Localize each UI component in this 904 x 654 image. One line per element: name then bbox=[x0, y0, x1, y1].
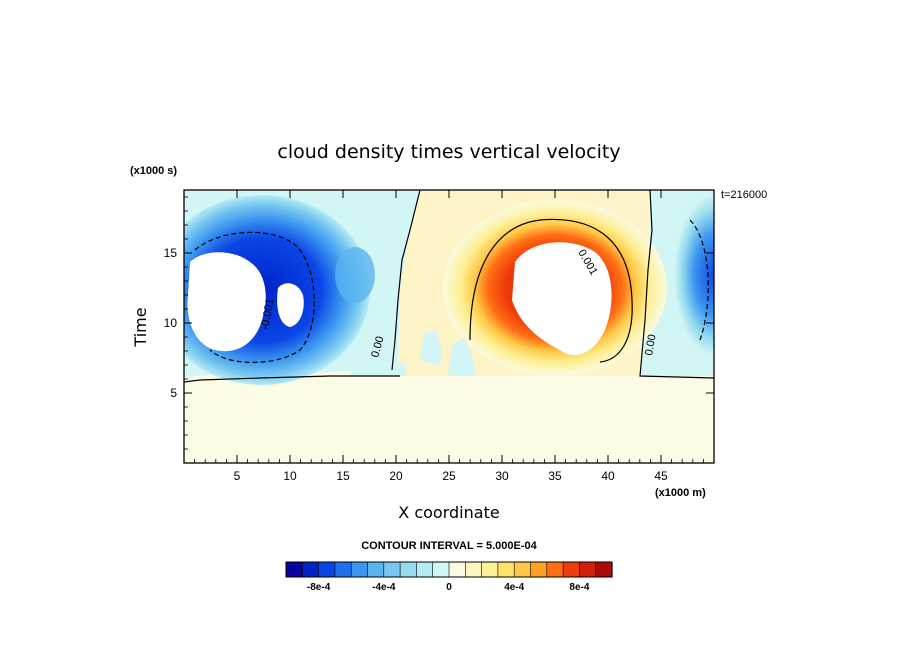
colorbar-swatch bbox=[464, 561, 483, 578]
contour-field bbox=[184, 190, 714, 463]
colorbar-frame bbox=[285, 561, 613, 578]
x-axis: 5 10 15 20 25 30 35 40 45 bbox=[183, 190, 715, 483]
colorbar-tick-label: 8e-4 bbox=[569, 582, 589, 593]
colorbar-swatch bbox=[432, 561, 450, 578]
negative-cell-right bbox=[674, 195, 714, 355]
colorbar-swatch bbox=[595, 561, 613, 578]
offscale-blob-left-small bbox=[277, 283, 304, 327]
contour-label: -0.001 bbox=[259, 298, 276, 331]
x-tick-label: 45 bbox=[654, 469, 668, 483]
colorbar-swatch bbox=[448, 561, 466, 578]
colorbar-swatch bbox=[579, 561, 597, 578]
colorbar-swatch bbox=[334, 561, 352, 578]
contour-interval-label: CONTOUR INTERVAL = 5.000E-04 bbox=[361, 540, 537, 552]
x-tick-label: 30 bbox=[495, 469, 509, 483]
x-tick-label: 35 bbox=[548, 469, 562, 483]
colorbar-swatch bbox=[416, 561, 434, 578]
zero-contour-right bbox=[639, 190, 714, 379]
contour-lines bbox=[184, 190, 714, 383]
negative-patch-b bbox=[420, 330, 442, 366]
x-tick-label: 15 bbox=[336, 469, 350, 483]
colorbar: -8e-4 -4e-4 0 4e-4 8e-4 bbox=[285, 561, 613, 593]
x-units-label: (x1000 m) bbox=[655, 487, 706, 499]
contour-label: 0.00 bbox=[643, 333, 659, 356]
x-tick-label: 40 bbox=[601, 469, 615, 483]
zero-contour-left bbox=[391, 190, 421, 371]
offscale-blob-left bbox=[187, 252, 266, 352]
colorbar-tick-label: 4e-4 bbox=[504, 582, 524, 593]
y-axis: 5 10 15 bbox=[164, 196, 714, 450]
colorbar-tick-label: -8e-4 bbox=[307, 582, 331, 593]
zero-contour-base bbox=[184, 375, 400, 383]
colorbar-swatch bbox=[481, 561, 499, 578]
negative-patch-c bbox=[448, 338, 476, 376]
colorbar-swatch bbox=[285, 561, 303, 578]
colorbar-swatch bbox=[318, 561, 336, 578]
contour-label: 0.00 bbox=[369, 335, 386, 359]
colorbar-swatch bbox=[399, 561, 418, 578]
y-tick-label: 15 bbox=[164, 246, 178, 260]
colorbar-swatch bbox=[497, 561, 515, 578]
time-label: t=216000 bbox=[721, 189, 767, 201]
x-tick-label: 20 bbox=[389, 469, 403, 483]
chart-title: cloud density times vertical velocity bbox=[277, 141, 620, 163]
offscale-blob-center bbox=[512, 242, 612, 356]
colorbar-swatch bbox=[562, 561, 580, 578]
colorbar-swatch bbox=[350, 561, 369, 578]
negative-lobe-left bbox=[335, 247, 375, 303]
colorbar-swatch bbox=[546, 561, 564, 578]
colorbar-swatch bbox=[367, 561, 385, 578]
colorbar-swatch bbox=[383, 561, 401, 578]
colorbar-swatch bbox=[513, 561, 532, 578]
y-axis-label: Time bbox=[131, 307, 150, 347]
negative-contour-left bbox=[194, 231, 315, 363]
negative-contour-right bbox=[689, 219, 709, 341]
positive-contour bbox=[469, 218, 633, 363]
x-tick-label: 25 bbox=[442, 469, 456, 483]
colorbar-tick-label: 0 bbox=[446, 582, 452, 593]
colorbar-tick-label: -4e-4 bbox=[372, 582, 396, 593]
y-units-label: (x1000 s) bbox=[130, 165, 177, 177]
x-axis-label: X coordinate bbox=[398, 503, 499, 522]
y-tick-label: 5 bbox=[170, 386, 177, 400]
colorbar-swatch bbox=[301, 561, 320, 578]
negative-patch-a bbox=[350, 356, 406, 376]
x-tick-label: 10 bbox=[283, 469, 297, 483]
x-tick-label: 5 bbox=[234, 469, 241, 483]
y-tick-label: 10 bbox=[164, 316, 178, 330]
colorbar-swatch bbox=[530, 561, 548, 578]
